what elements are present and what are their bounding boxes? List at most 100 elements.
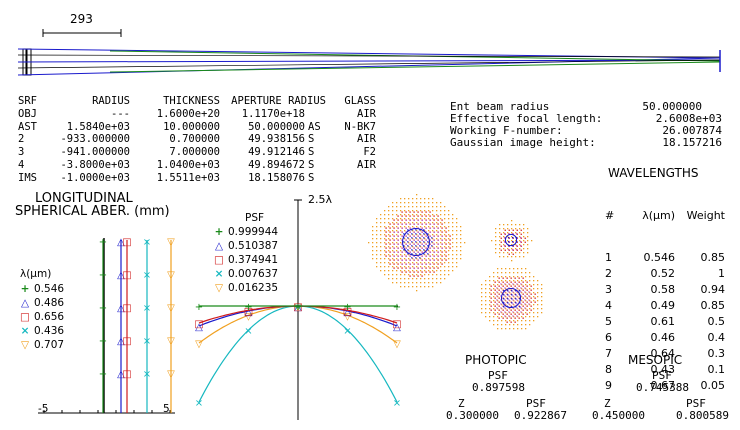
spot-main-dot [409, 267, 411, 269]
lsa-marker: + [99, 270, 107, 281]
spot-small-dot [499, 224, 501, 226]
lsa-legend-item: △ 0.486 [18, 296, 64, 310]
spot-main-dot [420, 210, 422, 212]
spot-main-dot [425, 215, 427, 217]
spot-small-dot [504, 233, 506, 235]
spot-main-dot [405, 239, 407, 241]
spot-main-dot [421, 231, 423, 233]
spot-main-dot [393, 219, 395, 221]
spot-large-dot [490, 289, 492, 291]
spot-small-dot [511, 220, 513, 222]
spot-main-dot [436, 206, 438, 208]
spot-large-dot [510, 317, 512, 319]
spot-main-dot [436, 218, 438, 220]
spot-main-dot [437, 243, 439, 245]
lsa-legend-symbol: + [20, 283, 30, 295]
spot-main-dot [428, 274, 430, 276]
spot-main-dot [423, 233, 425, 235]
wl-lambda: 0.67 [650, 379, 676, 392]
spot-main-dot [432, 234, 434, 236]
spot-main-dot [403, 241, 405, 243]
spot-large-dot [489, 304, 491, 306]
spot-main-dot [396, 222, 398, 224]
spot-large-dot [507, 298, 509, 300]
spot-large-dot [494, 285, 496, 287]
spot-main-dot [437, 227, 439, 229]
opd-legend-item: × 0.007637 [212, 267, 279, 281]
spot-main-dot [441, 243, 443, 245]
spot-large-dot [501, 288, 503, 290]
spot-main-dot [397, 263, 399, 265]
spot-main-dot [376, 254, 378, 256]
spot-main-dot [433, 271, 435, 273]
opd-marker: + [294, 302, 302, 313]
spot-main-dot [384, 254, 386, 256]
spot-large-dot [525, 320, 527, 322]
spot-main-dot [436, 246, 438, 248]
spot-main-dot [428, 242, 430, 244]
spot-main-dot [437, 223, 439, 225]
spot-main-dot [405, 271, 407, 273]
photopic-psf-label: PSF [488, 369, 508, 382]
surface-cell-aperture: 49.912146 [248, 146, 305, 159]
spot-main-dot [372, 258, 374, 260]
spot-main-dot [408, 198, 410, 200]
spot-main-dot [376, 246, 378, 248]
spot-small-dot [516, 245, 518, 247]
spot-main-dot [425, 263, 427, 265]
spot-main-dot [441, 219, 443, 221]
spot-main-dot [420, 258, 422, 260]
spot-large-dot [502, 313, 504, 315]
spot-main-dot [409, 259, 411, 261]
spot-large-dot [496, 303, 498, 305]
spot-large-dot [490, 285, 492, 287]
spot-large-dot [504, 283, 506, 285]
spot-small-dot [511, 236, 513, 238]
spot-main-dot [421, 211, 423, 213]
spot-large-dot [521, 280, 523, 282]
spot-main-dot [432, 262, 434, 264]
spot-main-dot [448, 234, 450, 236]
spot-main-dot [409, 247, 411, 249]
spot-main-dot [421, 235, 423, 237]
spot-main-dot [433, 231, 435, 233]
spot-large-dot [494, 301, 496, 303]
spot-large-dot [493, 292, 495, 294]
spot-main-dot [412, 222, 414, 224]
spot-small-dot [511, 224, 513, 226]
spot-main-dot [400, 278, 402, 280]
spot-large-dot [529, 300, 531, 302]
spot-main-dot [396, 238, 398, 240]
spot-large-dot [497, 276, 499, 278]
spot-main-dot [432, 222, 434, 224]
spot-main-dot [416, 206, 418, 208]
spot-main-dot [396, 282, 398, 284]
opd-psf-value: 0.007637 [228, 268, 279, 280]
spot-large-dot [508, 291, 510, 293]
spot-large-dot [505, 284, 507, 286]
spot-small-dot [507, 232, 509, 234]
spot-large-dot [505, 316, 507, 318]
spot-small-dot [503, 236, 505, 238]
spot-main-dot [384, 250, 386, 252]
spot-main-dot [397, 243, 399, 245]
spot-large-dot [501, 268, 503, 270]
spot-main-dot [421, 255, 423, 257]
spot-large-dot [537, 288, 539, 290]
spot-large-dot [524, 291, 526, 293]
spot-main-dot [436, 274, 438, 276]
spot-large-dot [498, 301, 500, 303]
spot-large-dot [516, 299, 518, 301]
spot-large-dot [519, 298, 521, 300]
spot-main-dot [444, 234, 446, 236]
spot-main-dot [421, 243, 423, 245]
opd-legend-symbol: × [214, 268, 224, 280]
spot-large-dot [493, 276, 495, 278]
spot-large-dot [510, 313, 512, 315]
spot-main-dot [408, 214, 410, 216]
col-aperture: APERTURE RADIUS [231, 95, 326, 107]
spot-large-dot [513, 328, 515, 330]
spot-large-dot [541, 312, 543, 314]
spot-main-dot [412, 218, 414, 220]
lsa-legend-symbol: × [20, 325, 30, 337]
